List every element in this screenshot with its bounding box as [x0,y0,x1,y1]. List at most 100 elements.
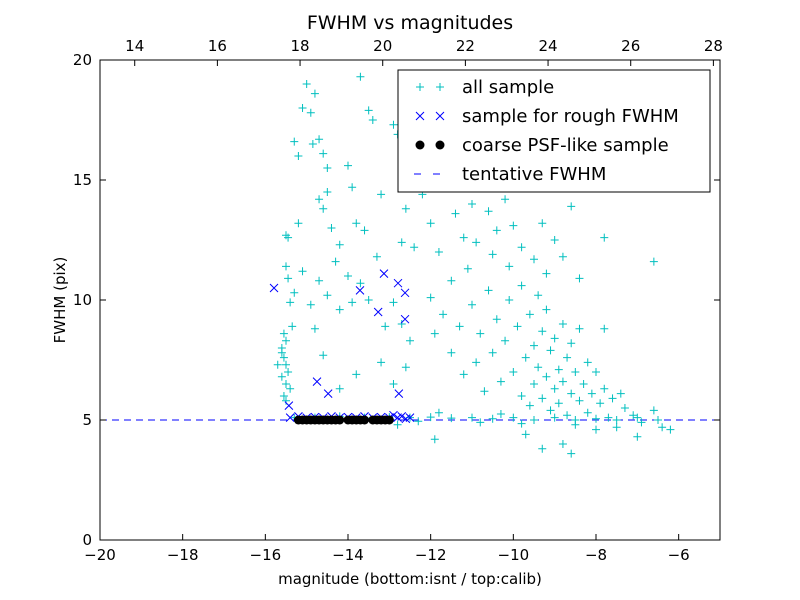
all-sample-point [488,250,497,259]
x-tick-label: −18 [167,546,199,564]
all-sample-point [323,291,332,300]
all-sample-point [575,324,584,333]
all-sample-point [575,396,584,405]
all-sample-point [509,221,518,230]
chart-title: FWHM vs magnitudes [307,12,513,34]
all-sample-point [284,368,293,376]
all-sample-point [430,329,439,338]
plot-area [100,72,720,458]
all-sample-point [649,406,658,415]
all-sample-point [484,207,493,216]
all-sample-point [284,274,293,283]
all-sample-point [513,322,522,331]
all-sample-point [348,298,357,307]
all-sample-point [389,298,398,307]
all-sample-point [323,188,332,196]
all-sample-point [496,410,505,418]
all-sample-point [319,149,328,158]
all-sample-point [567,339,576,348]
legend-plus-icon [416,83,424,91]
all-sample-point [550,413,559,422]
top-x-tick-label: 24 [539,37,558,55]
all-sample-point [447,276,456,285]
all-sample-point [282,336,290,345]
all-sample-point [530,416,538,424]
all-sample-point [563,411,572,420]
legend-entry: sample for rough FWHM [415,106,679,127]
rough-fwhm-point [285,413,295,422]
all-sample-point [335,305,344,314]
all-sample-point [323,164,332,172]
all-sample-point [463,264,472,273]
legend: all sample sample for rough FWHM coarse PS… [397,69,711,193]
all-sample-point [439,310,448,319]
legend-plus-icon [436,83,444,91]
all-sample-point [282,262,290,271]
all-sample-point [335,384,344,393]
all-sample-point [434,248,443,256]
x-tick-label: −14 [332,546,364,564]
all-sample-point [447,414,456,423]
y-tick-label: 0 [82,531,92,549]
all-sample-point [567,449,576,458]
all-sample-point [509,368,518,376]
all-sample-point [344,272,352,280]
all-sample-point [472,238,481,247]
rough-fwhm-point [269,283,279,293]
all-sample-point [451,209,460,218]
all-sample-point [571,368,580,376]
all-sample-point [612,423,621,432]
all-sample-point [284,233,293,242]
axes-frame [99,59,721,541]
all-sample-point [525,401,534,410]
all-sample-point [298,267,307,276]
all-sample-point [542,269,551,278]
all-sample-point [348,183,357,192]
all-sample-point [517,392,526,400]
psf-like-point [335,415,345,425]
rough-fwhm-point [394,389,404,398]
psf-like-point [360,415,370,425]
all-sample-point [592,425,600,434]
rough-fwhm-point [393,278,403,288]
all-sample-point [288,322,297,331]
all-sample-point [558,252,567,261]
y-tick-label: 20 [73,51,92,69]
all-sample-point [290,137,299,146]
rough-fwhm-point [373,307,383,317]
top-x-tick-label: 22 [456,37,475,55]
all-sample-point [459,370,468,379]
all-sample-point [360,226,369,235]
x-axis-label: magnitude (bottom:isnt / top:calib) [278,570,542,588]
all-sample-point [286,384,295,393]
all-sample-point [554,365,563,374]
y-tick-label: 5 [82,411,92,429]
all-sample-point [649,257,658,266]
all-sample-point [352,370,361,379]
x-tick-label: −16 [250,546,282,564]
all-sample-point [488,348,497,357]
all-sample-point [542,305,551,314]
legend-label: sample for rough FWHM [462,106,679,127]
all-sample-point [558,320,567,328]
rough-fwhm-point [379,269,389,278]
all-sample-point [279,392,288,400]
x-tick-label: −8 [585,546,607,564]
all-sample-point [279,329,288,338]
all-sample-point [434,408,443,417]
legend-cross-icon [415,111,425,121]
top-x-tick-label: 26 [621,37,640,55]
legend-entry: all sample [416,77,554,98]
all-sample-point [525,310,534,319]
top-x-tick-label: 20 [373,37,392,55]
legend-dot-icon [415,140,425,150]
all-sample-point [447,348,456,357]
all-sample-point [596,399,605,408]
all-sample-point [426,293,435,302]
all-sample-point [600,324,609,333]
legend-dot-icon [435,140,445,150]
all-sample-point [364,106,373,115]
y-axis-label: FWHM (pix) [51,257,69,344]
all-sample-point [629,411,638,420]
all-sample-point [633,413,642,422]
